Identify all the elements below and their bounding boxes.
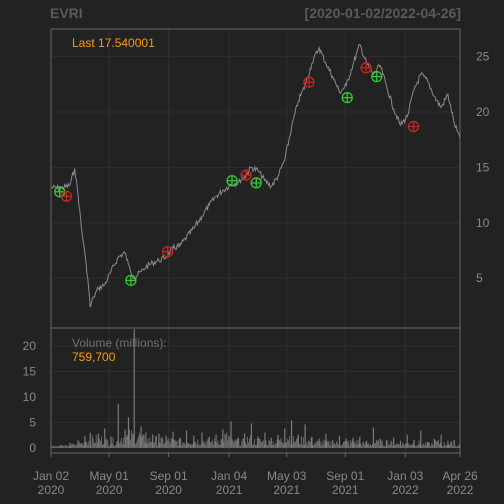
- x-tick-label-year: 2022: [392, 483, 419, 497]
- price-y-tick-label: 20: [476, 105, 490, 119]
- price-y-tick-label: 25: [476, 50, 490, 64]
- price-y-tick-label: 15: [476, 160, 490, 174]
- chart-date-range-title: [2020-01-02/2022-04-26]: [304, 5, 461, 21]
- x-tick-label-date: Jan 04: [211, 469, 247, 483]
- x-tick-label-date: Sep 01: [326, 469, 364, 483]
- sell-marker: [407, 120, 420, 133]
- sell-marker: [161, 245, 174, 258]
- x-tick-label-year: 2021: [273, 483, 300, 497]
- volume-y-tick-label: 10: [23, 390, 37, 404]
- x-tick-label-year: 2021: [332, 483, 359, 497]
- price-y-tick-label: 10: [476, 216, 490, 230]
- price-y-tick-label: 5: [476, 271, 483, 285]
- sell-marker: [60, 190, 73, 202]
- x-tick-label-date: Apr 26: [442, 469, 478, 483]
- chart-symbol-title: EVRI: [50, 5, 83, 21]
- x-tick-label-year: 2020: [155, 483, 182, 497]
- buy-marker: [226, 175, 238, 187]
- price-legend-last: Last 17.540001: [72, 36, 155, 50]
- x-tick-label-year: 2021: [216, 483, 243, 497]
- volume-y-tick-label: 5: [29, 415, 36, 429]
- x-tick-label-date: May 03: [267, 469, 307, 483]
- sell-marker: [240, 169, 252, 181]
- x-tick-label-year: 2022: [447, 483, 474, 497]
- volume-y-tick-label: 0: [29, 441, 36, 455]
- sell-marker: [360, 62, 372, 74]
- buy-marker: [341, 92, 353, 104]
- x-tick-label-date: Sep 01: [150, 469, 188, 483]
- volume-panel-border: [50, 327, 461, 454]
- x-tick-label-year: 2020: [96, 483, 123, 497]
- x-tick-label-date: Jan 02: [33, 469, 69, 483]
- sell-marker: [303, 76, 315, 88]
- volume-legend-value: 759,700: [72, 350, 116, 364]
- buy-marker: [371, 70, 383, 83]
- buy-marker: [250, 177, 262, 189]
- price-series-line: [51, 43, 461, 308]
- buy-marker: [125, 274, 137, 287]
- x-tick-label-year: 2020: [38, 483, 65, 497]
- volume-y-tick-label: 15: [23, 364, 37, 378]
- volume-legend-label: Volume (millions):: [72, 336, 167, 350]
- x-tick-label-date: Jan 03: [387, 469, 423, 483]
- volume-y-tick-label: 20: [23, 339, 37, 353]
- x-tick-label-date: May 01: [89, 469, 129, 483]
